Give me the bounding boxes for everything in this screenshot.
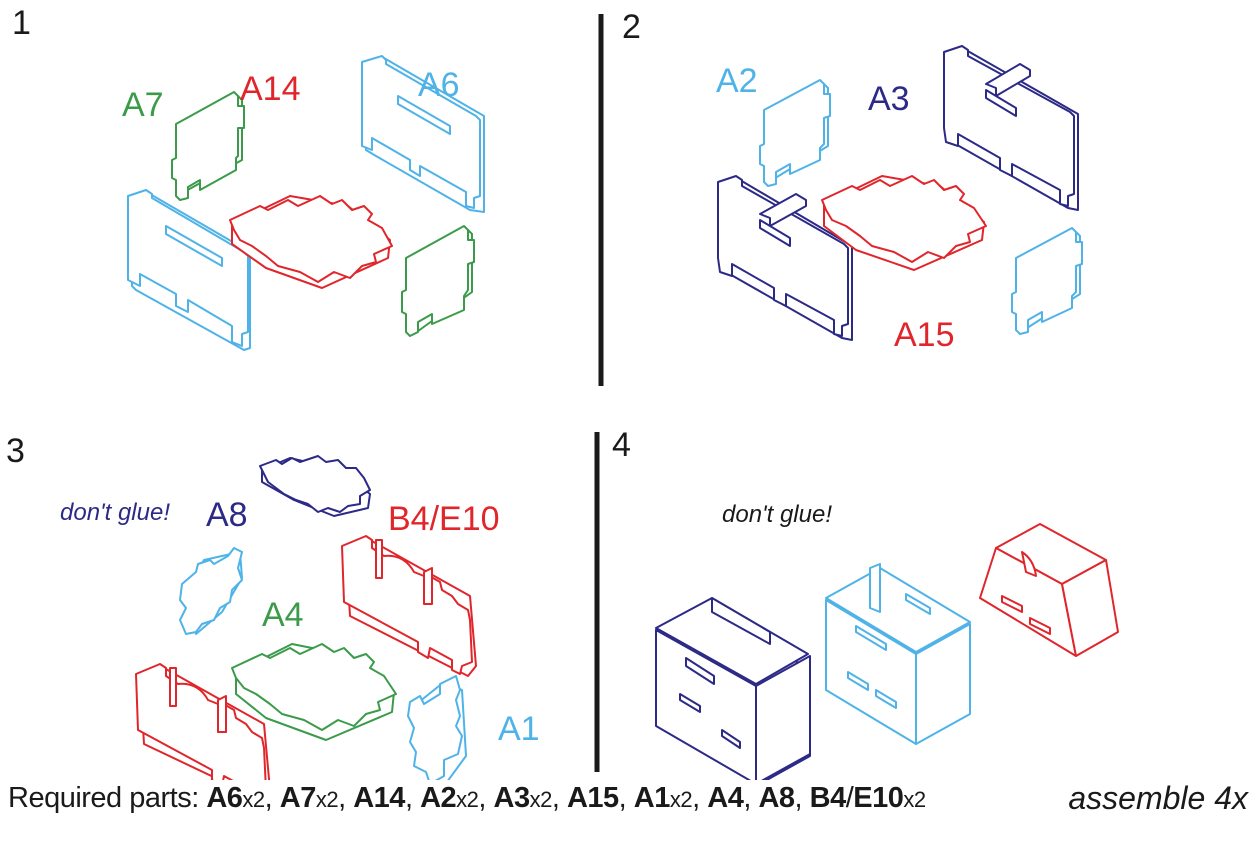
step-3-note: don't glue! (60, 499, 170, 526)
part-qty: x2 (456, 787, 479, 812)
a3-panel-top (943, 45, 1079, 211)
step-4-note: don't glue! (722, 501, 832, 528)
a1-panel-tall (407, 675, 467, 780)
a4-base (231, 643, 397, 741)
part-name-a1: A1 (633, 782, 671, 814)
step-1-group: A7 A14 A6 (122, 55, 485, 351)
part-name-a3: A3 (493, 782, 531, 814)
step-2-group: A2 A3 A15 (716, 45, 1083, 354)
step-1-number: 1 (12, 4, 31, 42)
part-name-a15: A15 (566, 782, 619, 814)
label-b4-e10: B4/E10 (388, 500, 500, 538)
part-separator: , (478, 782, 494, 814)
part-name-a8: A8 (758, 782, 795, 814)
label-a14: A14 (240, 70, 301, 108)
assemble-instruction: assemble 4x (1068, 780, 1248, 816)
a6-panel-top (361, 55, 485, 213)
assembly-diagram: 1 2 3 4 A7 A14 A (6, 4, 1119, 780)
part-name-a2: A2 (420, 782, 457, 814)
part-qty: x2 (529, 787, 553, 812)
part-name-a7: A7 (279, 782, 317, 814)
part-separator: , (618, 782, 634, 814)
step-3-number: 3 (6, 432, 25, 470)
part-qty: x2 (903, 787, 926, 812)
a8-base (259, 455, 371, 517)
required-parts-line: Required parts: A6x2, A7x2, A14, A2x2, A… (8, 782, 1008, 832)
part-name-a6: A6 (206, 782, 243, 814)
part-separator: , (692, 782, 708, 814)
part-separator: / (845, 782, 854, 814)
a6-panel-bottom (127, 189, 251, 351)
part-separator: , (338, 782, 354, 814)
blue-box (825, 563, 971, 745)
step-4-number: 4 (612, 426, 631, 464)
a2-panel-top (759, 79, 831, 187)
label-a7: A7 (122, 86, 164, 124)
part-qty: x2 (315, 787, 339, 812)
part-separator: , (794, 782, 810, 814)
label-a6: A6 (418, 66, 460, 104)
label-a2: A2 (716, 62, 758, 100)
a7-panel-bottom (401, 225, 475, 337)
required-parts-list: A6x2, A7x2, A14, A2x2, A3x2, A15, A1x2, … (206, 782, 926, 814)
step-2-number: 2 (622, 8, 641, 46)
label-a3: A3 (868, 80, 910, 118)
a3-panel-bottom (717, 175, 853, 341)
part-name-e10: E10 (853, 782, 904, 814)
a14-base (229, 195, 393, 289)
b4-e10-panel-bottom (135, 663, 271, 780)
part-separator: , (264, 782, 280, 814)
part-name-b4: B4 (809, 782, 847, 814)
label-a8: A8 (206, 496, 248, 534)
a2-panel-bottom (1011, 227, 1083, 335)
part-separator: , (551, 782, 567, 814)
step-3-group: don't glue! (60, 455, 540, 780)
navy-box (655, 597, 811, 780)
label-a15: A15 (894, 316, 955, 354)
part-separator: , (743, 782, 759, 814)
a1-panel-small (179, 547, 243, 635)
red-box (979, 523, 1119, 657)
part-name-a4: A4 (707, 782, 744, 814)
required-parts-prefix: Required parts: (8, 782, 207, 814)
a15-base (821, 175, 987, 271)
b4-e10-panel-top (341, 535, 477, 677)
label-a4: A4 (262, 596, 304, 634)
label-a1: A1 (498, 710, 540, 748)
a7-panel-top (171, 91, 245, 201)
part-qty: x2 (242, 787, 265, 812)
part-separator: , (404, 782, 421, 814)
part-name-a14: A14 (353, 782, 405, 814)
part-qty: x2 (669, 787, 693, 812)
step-4-group: don't glue! (655, 501, 1119, 780)
